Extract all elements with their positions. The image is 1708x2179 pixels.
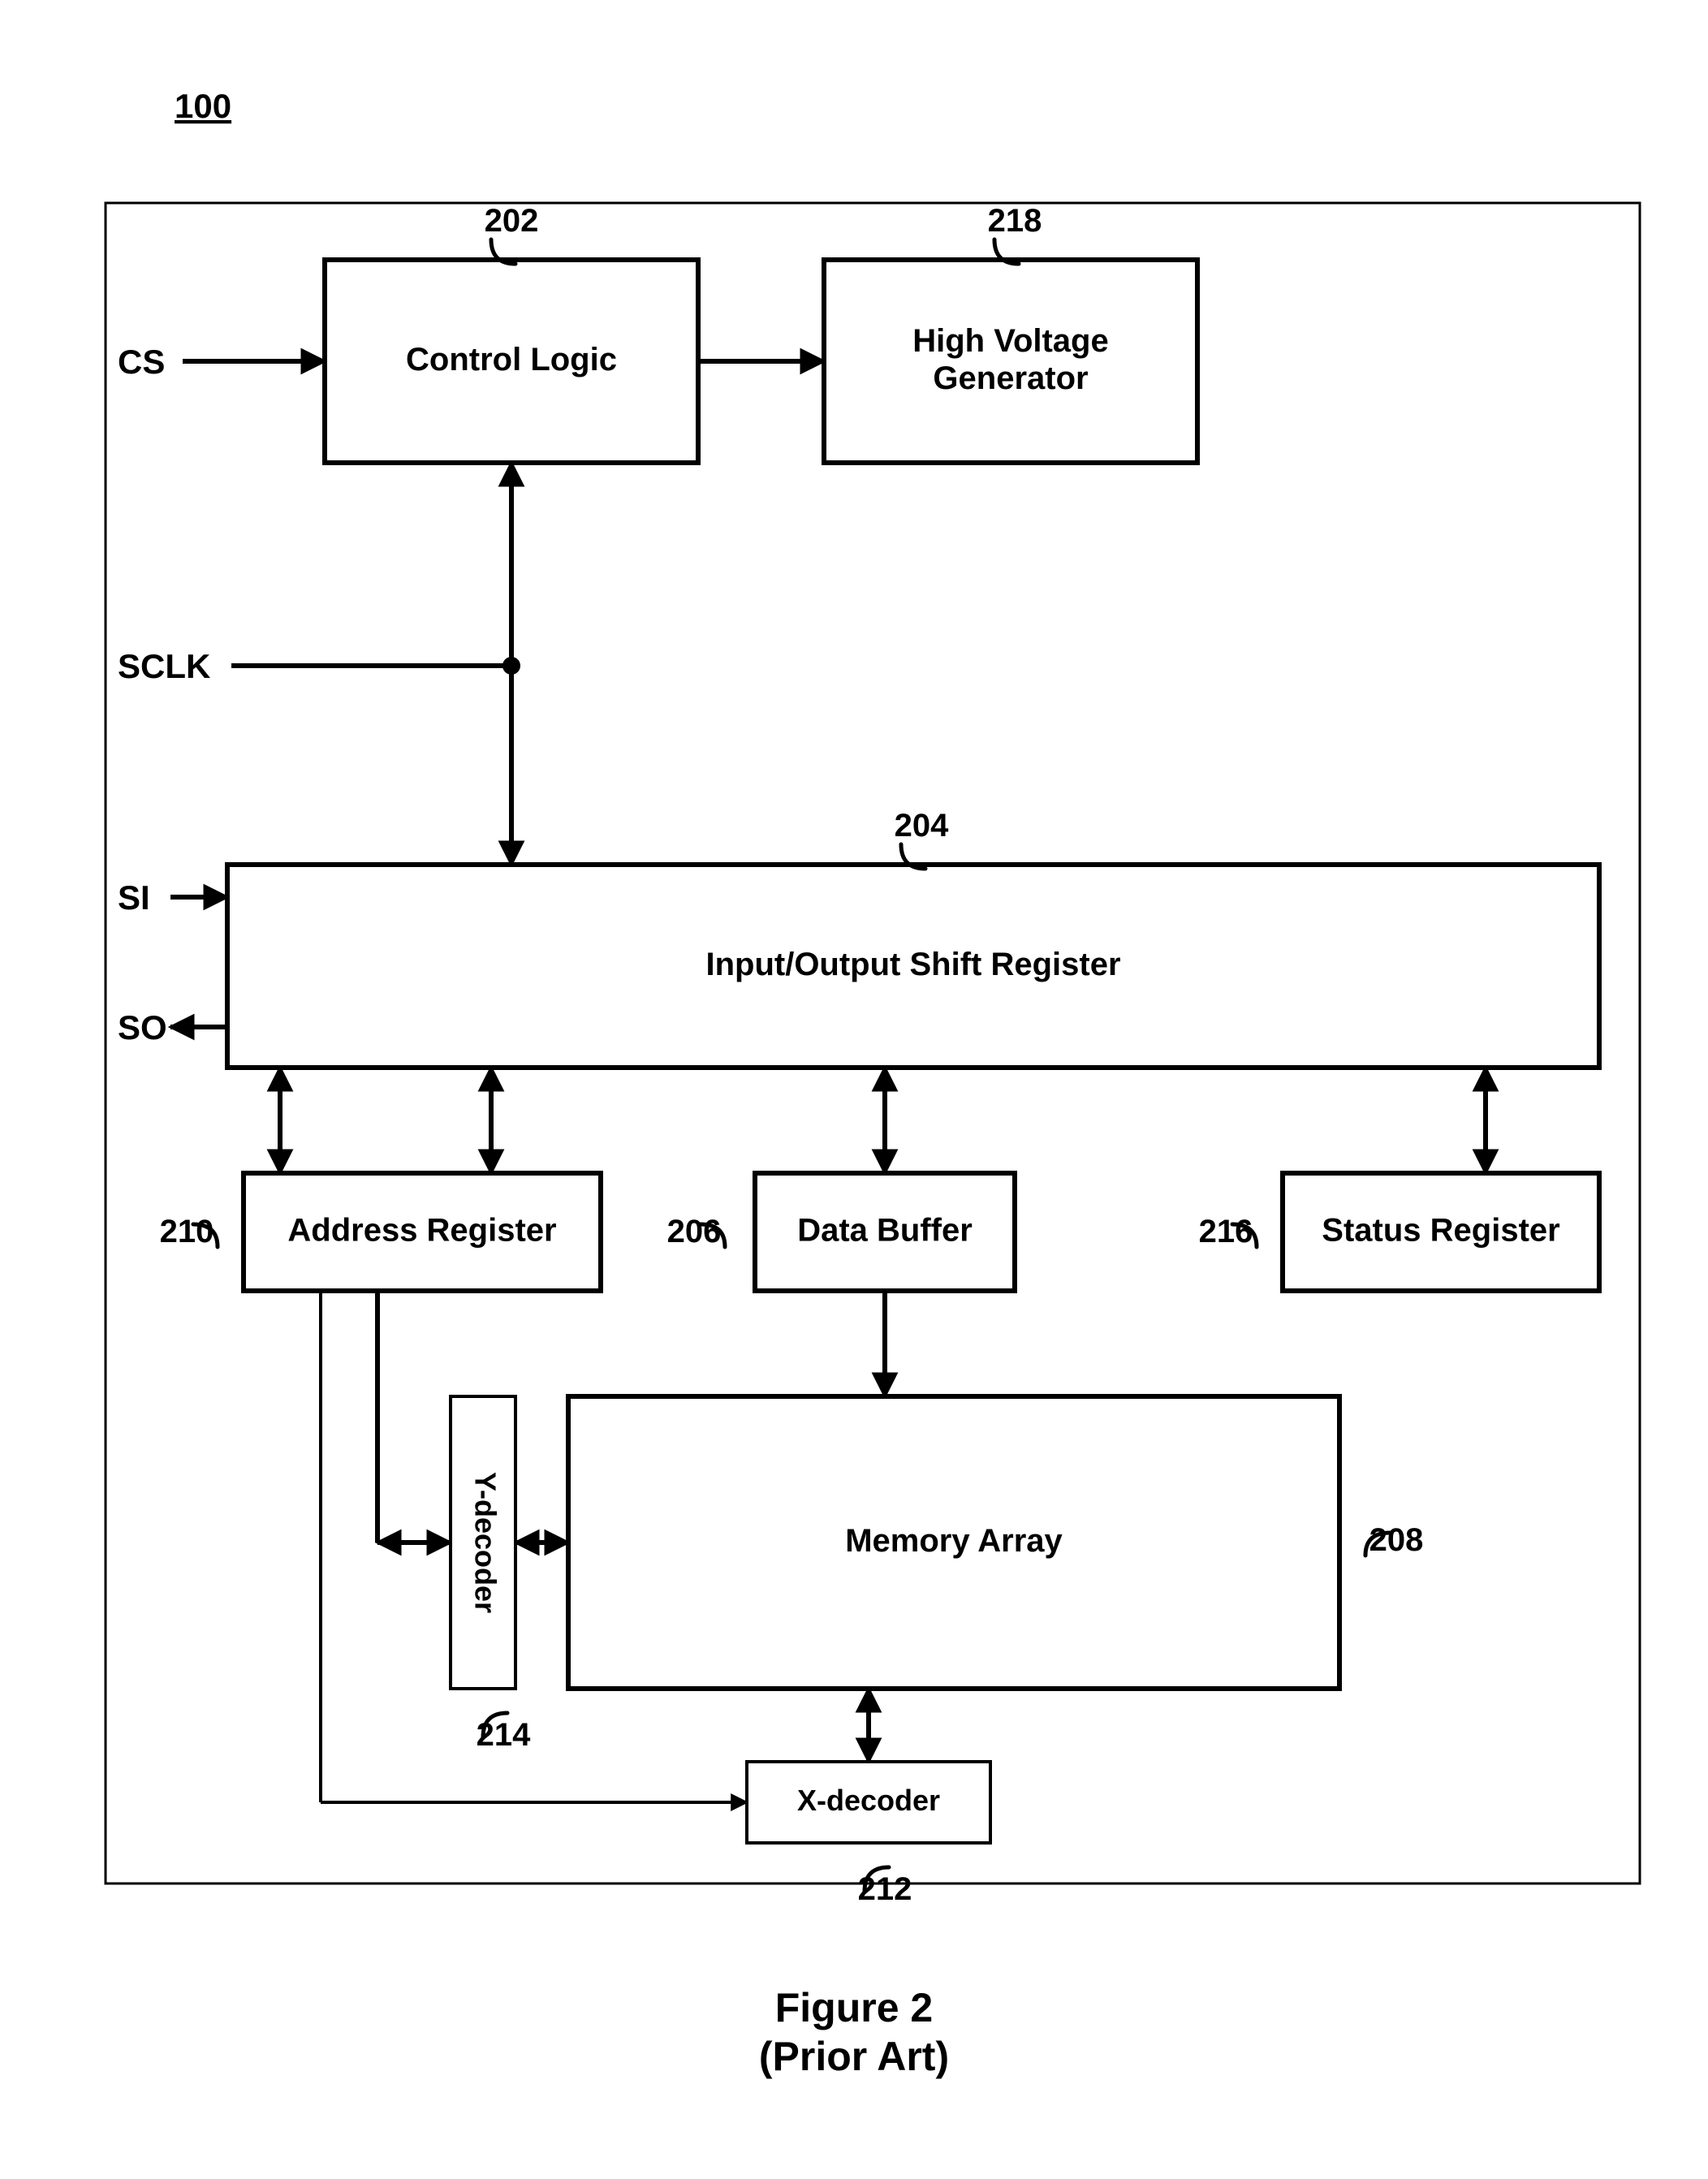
ref-number: 208 [1369,1522,1424,1558]
block-label: Control Logic [406,342,617,378]
block-x_dec: X-decoder212 [747,1762,990,1907]
block-io_shift: Input/Output Shift Register 204 [227,808,1599,1068]
block-diagram: 100 Control Logic 202 High VoltageGenerato… [0,0,1708,2179]
ref-number: 206 [667,1214,722,1249]
block-label: X-decoder [797,1784,940,1817]
block-data_buf: Data Buffer 206 [667,1173,1015,1291]
block-y_dec: Y-decoder214 [451,1396,531,1753]
block-label: Input/Output Shift Register [705,947,1120,982]
ref-number: 216 [1199,1214,1253,1249]
block-label: Address Register [287,1212,556,1248]
ref-number: 204 [895,808,949,844]
block-label: Data Buffer [797,1212,973,1248]
block-label: Status Register [1322,1212,1559,1248]
junctions-layer [502,657,520,675]
ref-number: 218 [988,203,1042,239]
port-sclk: SCLK [118,647,210,685]
junction-dot [502,657,520,675]
caption: Figure 2(Prior Art) [759,1985,949,2079]
ports-layer: CS SCLK SI SO [118,343,210,1046]
port-so: SO [118,1008,167,1046]
figure-caption-line1: Figure 2 [775,1985,933,2030]
block-mem_array: Memory Array 208 [568,1396,1423,1689]
page-ref: 100 [175,87,231,125]
block-addr_reg: Address Register 210 [160,1173,601,1291]
ref-number: 202 [485,203,539,239]
svg-text:Y-decoder: Y-decoder [468,1472,502,1613]
ref-number: 210 [160,1214,214,1249]
block-status_reg: Status Register 216 [1199,1173,1599,1291]
figure-caption-line2: (Prior Art) [759,2034,949,2079]
port-cs: CS [118,343,165,381]
nodes-layer: Control Logic 202 High VoltageGenerator218… [160,203,1599,1907]
block-control_logic: Control Logic 202 [325,203,698,463]
port-si: SI [118,878,150,917]
block-hv_gen: High VoltageGenerator218 [824,203,1197,463]
block-label: Memory Array [845,1523,1063,1559]
